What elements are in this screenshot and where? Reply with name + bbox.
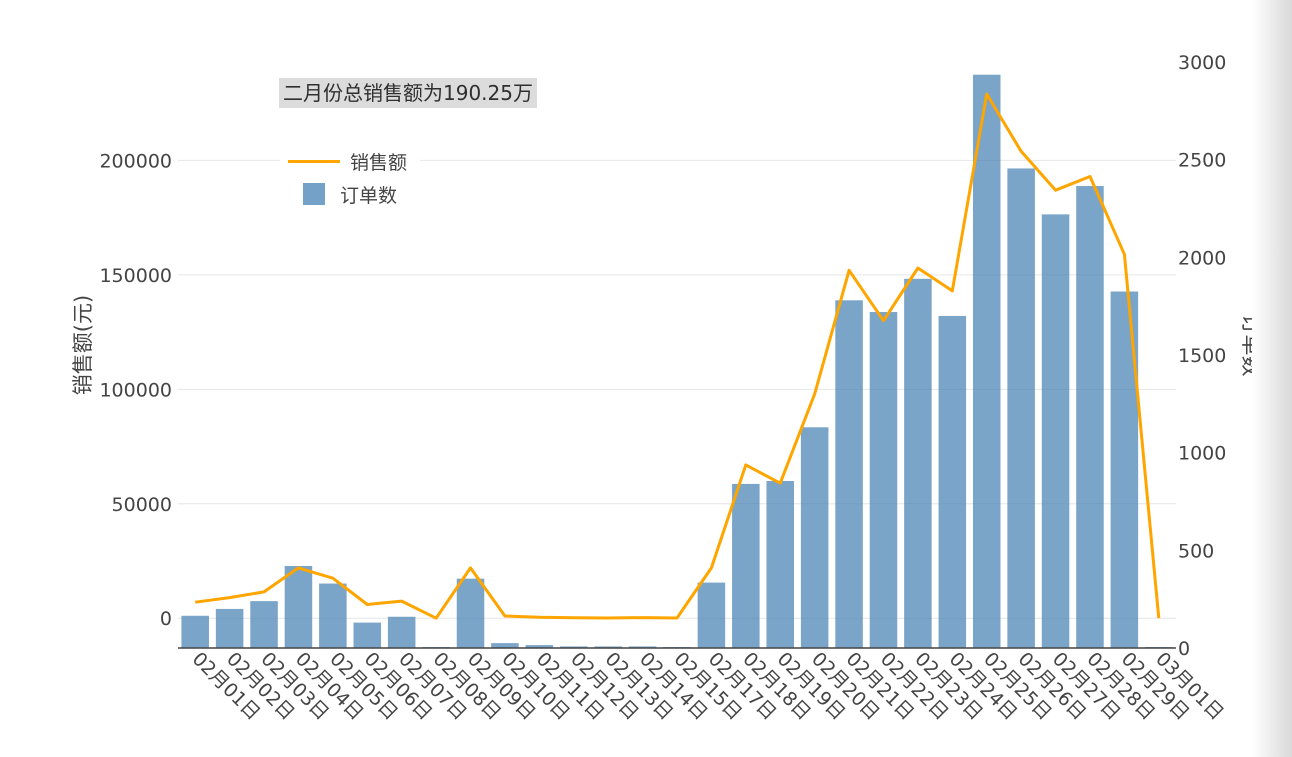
y-left-tick-label: 100000 — [99, 379, 172, 401]
chart-legend: 销售额 订单数 — [280, 145, 420, 211]
bar — [732, 483, 760, 648]
bar — [697, 582, 726, 648]
legend-label-orders: 订单数 — [340, 184, 398, 207]
bar — [972, 74, 1001, 649]
bar — [800, 427, 829, 648]
bar — [353, 622, 382, 648]
bar — [766, 480, 795, 648]
x-axis: 02月01日02月02日02月03日02月04日02月05日02月06日02月0… — [178, 647, 1228, 725]
bar — [525, 645, 554, 648]
y-left-tick-label: 50000 — [112, 494, 172, 516]
y-axis-left-label: 销售额(元) — [71, 295, 95, 395]
y-right-tick-label: 500 — [1178, 540, 1214, 562]
window-edge-shade — [1252, 0, 1292, 757]
bar — [1076, 186, 1104, 648]
bar — [215, 608, 244, 648]
bar — [835, 300, 863, 648]
y-left-tick-label: 150000 — [99, 265, 172, 287]
bar — [628, 646, 657, 648]
bar — [904, 278, 932, 648]
y-right-tick-label: 0 — [1178, 638, 1190, 660]
y-right-tick-label: 1000 — [1178, 443, 1226, 465]
y-right-tick-label: 2500 — [1178, 150, 1226, 172]
bar — [387, 616, 416, 648]
bar — [869, 312, 898, 648]
legend-line-swatch — [288, 159, 340, 163]
y-right-tick-label: 1500 — [1178, 345, 1226, 367]
line-series-sales — [195, 92, 1161, 620]
bar — [491, 643, 519, 648]
bar — [456, 578, 485, 648]
sales-line — [195, 92, 1161, 620]
total-sales-annotation: 二月份总销售额为190.25万 — [279, 78, 537, 108]
bar — [1041, 214, 1070, 649]
y-axis-right: 0 500 1000 1500 2000 2500 3000 — [1178, 52, 1226, 660]
bar — [284, 565, 313, 648]
y-left-tick-label: 0 — [160, 608, 172, 630]
legend-item-sales: 销售额 — [280, 149, 408, 174]
legend-label-sales: 销售额 — [350, 151, 408, 174]
y-right-tick-label: 3000 — [1178, 52, 1226, 74]
bar — [938, 315, 967, 648]
y-axis-left: 0 50000 100000 150000 200000 — [99, 150, 172, 630]
legend-bar-swatch — [303, 183, 325, 205]
bar — [250, 601, 278, 648]
bar-series-orders — [181, 74, 1173, 649]
bar — [559, 646, 588, 648]
bar — [319, 583, 347, 648]
y-left-tick-label: 200000 — [99, 150, 172, 172]
bar — [594, 646, 622, 648]
bar — [1007, 168, 1035, 648]
y-right-tick-label: 2000 — [1178, 247, 1226, 269]
bar — [181, 615, 209, 648]
legend-item-orders: 订单数 — [280, 182, 398, 207]
